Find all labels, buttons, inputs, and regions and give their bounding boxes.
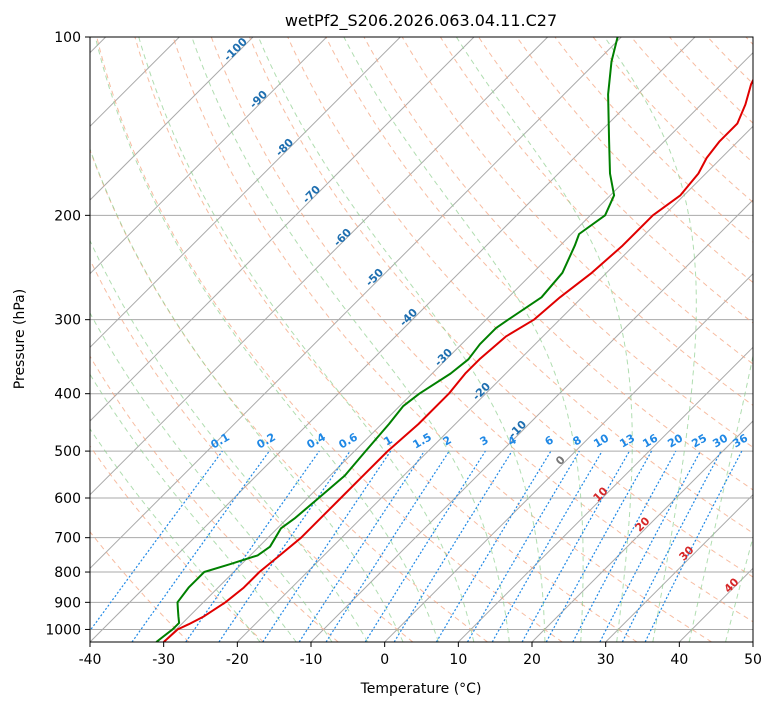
isotherm--100 xyxy=(90,37,254,201)
plot-frame xyxy=(89,36,754,643)
dry-adiabat-120 xyxy=(478,37,753,324)
x-tick-label: 40 xyxy=(670,652,688,668)
mixing-ratio-line-1.5 xyxy=(298,450,425,642)
isotherm--90 xyxy=(90,37,328,275)
x-tick-label: 50 xyxy=(744,652,762,668)
dry-adiabat--30 xyxy=(90,531,190,642)
moist-adiabat-35 xyxy=(603,37,697,642)
moist-adiabat--10 xyxy=(90,311,333,642)
y-tick-label: 900 xyxy=(54,595,81,611)
moist-adiabat--15 xyxy=(90,373,297,642)
dry-adiabat-70 xyxy=(287,37,753,534)
mixing-ratio-line-16 xyxy=(545,450,653,642)
isotherm--40 xyxy=(90,37,696,642)
chart-title: wetPf2_S206.2026.063.04.11.C27 xyxy=(285,11,557,31)
mixing-ratio-line-10 xyxy=(491,450,603,642)
moist-adiabat-25 xyxy=(343,37,584,642)
mixing-ratio-line-20 xyxy=(572,450,677,642)
x-axis-title: Temperature (°C) xyxy=(360,681,482,697)
mixing-ratio-line-1 xyxy=(262,450,392,642)
x-tick-label: 20 xyxy=(523,652,541,668)
isotherm--60 xyxy=(90,37,549,496)
x-tick-label: -10 xyxy=(300,652,323,668)
temperature-line xyxy=(163,78,753,642)
dry-adiabat--10 xyxy=(90,355,339,642)
y-tick-label: 700 xyxy=(54,531,81,547)
isotherm--10 xyxy=(310,199,753,642)
y-tick-label: 400 xyxy=(54,387,81,403)
x-tick-label: 10 xyxy=(449,652,467,668)
mixing-ratio-line-0.2 xyxy=(131,450,270,642)
dewpoint-line xyxy=(155,37,619,642)
x-tick-label: 30 xyxy=(597,652,615,668)
mixing-ratio-line-30 xyxy=(621,450,722,642)
background-lines xyxy=(90,37,753,642)
x-tick-label: -40 xyxy=(79,652,102,668)
isotherm--80 xyxy=(90,37,401,349)
isotherm--50 xyxy=(90,37,622,570)
isotherm--70 xyxy=(90,37,475,422)
dry-adiabat-80 xyxy=(325,37,753,491)
x-tick-label: -20 xyxy=(226,652,249,668)
y-tick-label: 500 xyxy=(54,444,81,460)
moist-adiabat-10 xyxy=(138,37,475,642)
axes: -40 -30 -20 -10 0 10 20 30 40 50 100 200 300 400 500 60… xyxy=(45,30,762,668)
mixing-ratio-line-0.6 xyxy=(218,450,351,642)
y-tick-label: 200 xyxy=(54,208,81,224)
isotherm--20 xyxy=(236,125,753,642)
mixing-ratio-line-36 xyxy=(644,450,743,642)
moist-adiabat-30 xyxy=(455,37,633,642)
dry-adiabat-10 xyxy=(90,148,488,642)
x-tick-label: 0 xyxy=(380,652,389,668)
isotherm--30 xyxy=(163,51,753,642)
sounding-profiles xyxy=(155,37,753,642)
moist-adiabat-15 xyxy=(191,37,510,642)
y-tick-label: 1000 xyxy=(45,622,81,638)
dry-adiabat-20 xyxy=(96,37,563,642)
isotherm-0 xyxy=(384,272,753,642)
isotherm-10 xyxy=(457,346,753,642)
isotherm-20 xyxy=(531,420,753,642)
dry-adiabat-30 xyxy=(134,37,638,642)
y-tick-label: 300 xyxy=(54,313,81,329)
y-tick-label: 600 xyxy=(54,491,81,507)
y-tick-label: 800 xyxy=(54,565,81,581)
moist-adiabat--20 xyxy=(90,427,261,642)
moist-adiabat--5 xyxy=(90,239,369,642)
mixing-ratio-line-13 xyxy=(521,450,631,642)
y-axis-title: Pressure (hPa) xyxy=(12,289,28,389)
mixing-ratio-line-0.1 xyxy=(90,450,223,632)
moist-adiabat-5 xyxy=(94,37,439,642)
moist-adiabat-0 xyxy=(90,147,404,642)
isotherm-30 xyxy=(605,493,753,642)
x-tick-label: -30 xyxy=(152,652,175,668)
dry-adiabat-110 xyxy=(439,37,753,365)
y-tick-label: 100 xyxy=(54,30,81,46)
mixing-ratio-line-4 xyxy=(393,450,513,642)
mixing-ratio-line-2 xyxy=(325,450,450,642)
